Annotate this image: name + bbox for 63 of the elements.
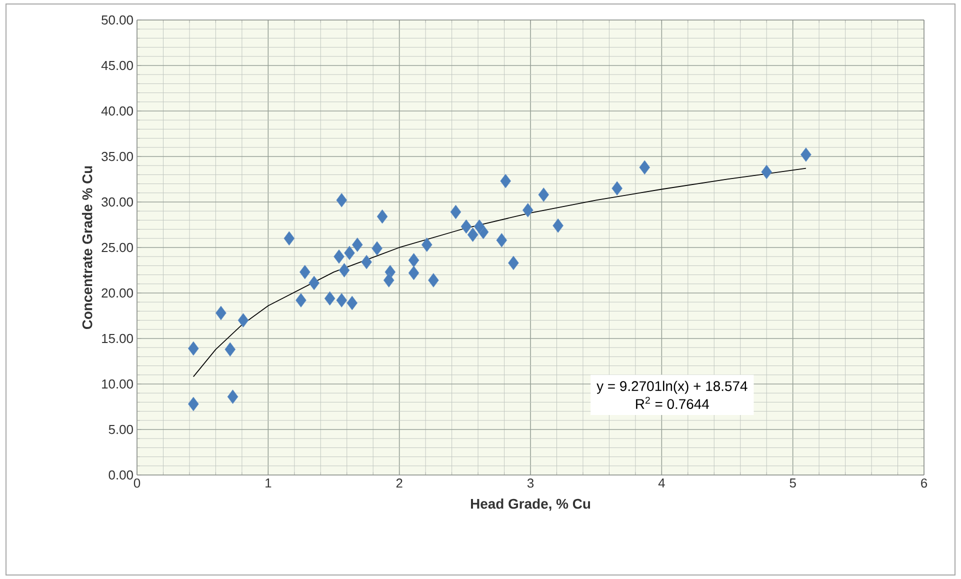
point [376, 209, 388, 224]
point [308, 276, 320, 290]
point [450, 204, 462, 220]
point [344, 246, 355, 260]
point [334, 249, 344, 264]
point [299, 264, 310, 280]
point [761, 164, 772, 180]
x-tick-label: 6 [921, 478, 928, 488]
y-tick-label: 20.00 [102, 288, 133, 298]
x-tick-label: 1 [266, 478, 272, 488]
y-tick-label: 25.00 [102, 242, 133, 252]
point [500, 174, 512, 188]
x-tick-label: 5 [790, 478, 796, 488]
point [361, 254, 372, 270]
point [552, 218, 564, 233]
annotation: R$^{2}$ = 0.7644 [636, 396, 710, 409]
y-tick-label: 50.00 [102, 15, 133, 25]
x-tick-label: 0 [134, 478, 140, 488]
y-tick-label: 15.00 [102, 334, 133, 344]
y-axis-title: Concentrate Grade % Cu [82, 166, 92, 330]
x-tick-label: 4 [658, 478, 665, 488]
point [224, 342, 236, 357]
y-tick-label: 45.00 [101, 60, 133, 70]
point [336, 293, 348, 308]
point [467, 228, 478, 242]
point [383, 273, 394, 288]
point [336, 192, 348, 208]
x-axis-title: Head Grade, % Cu [470, 498, 590, 511]
point [522, 203, 534, 218]
point [538, 188, 550, 202]
point [188, 396, 199, 412]
point [612, 181, 623, 196]
x-tick-label: 2 [396, 478, 402, 488]
y-tick-label: 40.00 [101, 106, 133, 116]
point [496, 233, 508, 248]
point [639, 160, 650, 175]
point [227, 390, 238, 404]
point [408, 266, 420, 280]
point [216, 306, 226, 320]
y-tick-label: 30.00 [102, 197, 133, 207]
point [324, 291, 336, 306]
point [421, 238, 432, 252]
point [338, 263, 350, 278]
point [188, 341, 199, 356]
x-tick-label: 3 [527, 478, 534, 488]
point [284, 231, 295, 246]
line-series [192, 168, 806, 378]
y-tick-label: 10.00 [102, 379, 133, 389]
point [296, 293, 306, 308]
point [508, 256, 519, 270]
y-tick-label: 35.00 [102, 152, 133, 162]
point [460, 219, 472, 234]
point [474, 219, 485, 234]
point [352, 238, 363, 252]
annotation: y = 9.2701ln(x) + 18.574 [596, 380, 748, 394]
y-tick-label: 5.00 [108, 424, 133, 434]
y-tick-label: 0.00 [108, 470, 133, 480]
point [428, 273, 439, 288]
point [800, 147, 812, 162]
point [346, 296, 358, 310]
point [372, 241, 382, 256]
point [408, 253, 420, 268]
point [238, 313, 249, 328]
